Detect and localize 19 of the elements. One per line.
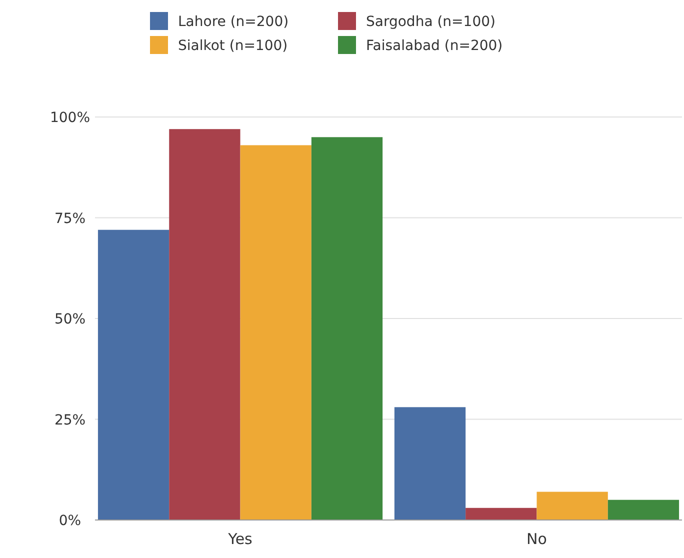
legend-label: Sialkot (n=100) [178, 38, 288, 54]
bar [466, 508, 537, 520]
legend-label: Faisalabad (n=200) [366, 38, 503, 54]
bar [98, 230, 170, 520]
legend-label: Sargodha (n=100) [366, 14, 496, 30]
x-tick-label: No [526, 530, 547, 548]
bar [608, 500, 680, 520]
y-tick-label: 75% [54, 210, 86, 227]
y-tick-label: 100% [50, 110, 90, 126]
y-tick-label: 50% [54, 312, 86, 328]
y-tick-label: 0% [58, 513, 82, 529]
bar [394, 407, 466, 520]
bar [536, 492, 608, 520]
bar [311, 137, 383, 520]
x-tick-label: Yes [227, 530, 253, 548]
legend-label: Lahore (n=200) [178, 14, 289, 30]
bar [169, 129, 240, 520]
bar [240, 145, 312, 520]
y-tick-label: 25% [54, 412, 86, 428]
